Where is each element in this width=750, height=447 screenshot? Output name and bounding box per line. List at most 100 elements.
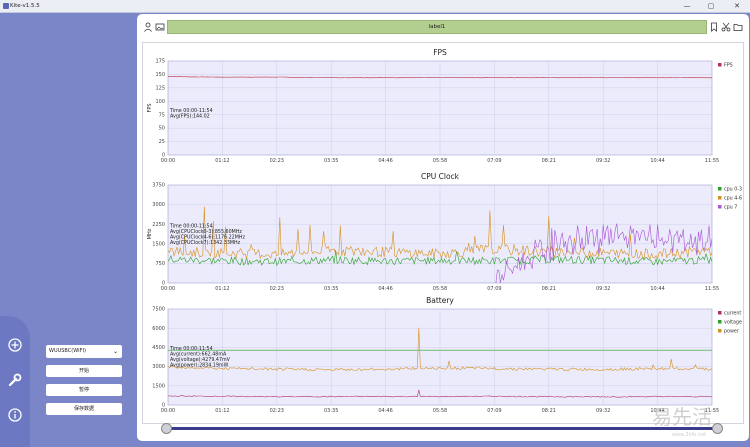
start-button[interactable]: 开始 (46, 365, 122, 377)
time-range-slider[interactable] (165, 427, 719, 430)
y-tick-label: 150 (155, 72, 165, 78)
x-tick-label: 07:09 (487, 286, 501, 292)
x-tick-label: 03:35 (324, 286, 338, 292)
image-icon[interactable] (155, 22, 165, 32)
window-title: Kite-v1.5.5 (10, 3, 40, 9)
series-line-cpu-4-6 (167, 206, 713, 260)
watermark: 易先活 www.3kfe.net (652, 402, 746, 444)
y-axis-label: FPS (147, 103, 153, 112)
x-tick-label: 02:23 (270, 286, 284, 292)
x-tick-label: 08:21 (542, 408, 556, 414)
x-tick-label: 05:58 (433, 286, 447, 292)
y-tick-label: 125 (155, 85, 165, 91)
scissors-icon[interactable] (721, 22, 731, 32)
y-tick-label: 2250 (152, 222, 165, 228)
legend-label: cpu 4-6 (724, 195, 742, 201)
series-line-power (167, 327, 713, 372)
save-data-button[interactable]: 保存数据 (46, 403, 122, 415)
chart-title: Battery (426, 296, 454, 305)
x-tick-label: 07:09 (487, 408, 501, 414)
legend-swatch (718, 63, 722, 67)
series-line-FPS (168, 76, 713, 79)
x-tick-label: 11:55 (705, 158, 719, 164)
x-tick-label: 08:21 (542, 286, 556, 292)
legend-label: voltage (724, 319, 742, 325)
x-tick-label: 02:23 (270, 158, 284, 164)
x-tick-label: 10:44 (650, 158, 664, 164)
charts-canvas: FPS 0 25 50 75 100 125 150 175 00:00 01:12 02:23 03:… (147, 48, 742, 414)
y-tick-label: 25 (159, 139, 165, 145)
y-tick-label: 1500 (152, 383, 165, 389)
slider-handle-start[interactable] (161, 423, 172, 434)
y-axis-label: MHz (147, 228, 153, 239)
pause-button[interactable]: 暂停 (46, 384, 122, 396)
info-text: Avg(CPUClock7):1342.33MHz (170, 240, 241, 246)
chart-title: CPU Clock (421, 172, 460, 181)
x-tick-label: 00:00 (161, 158, 175, 164)
y-tick-label: 750 (155, 261, 165, 267)
x-tick-label: 08:21 (542, 158, 556, 164)
y-tick-label: 1500 (152, 241, 165, 247)
device-select-value: WUUSBC(WIFI) (49, 348, 86, 354)
y-tick-label: 175 (155, 59, 165, 65)
info-text: Avg(CPUClock0-3):855.60MHz (170, 229, 242, 235)
x-tick-label: 07:09 (487, 158, 501, 164)
legend-swatch (718, 187, 722, 191)
y-tick-label: 100 (155, 99, 165, 105)
series-line-cpu-0-3 (167, 249, 713, 267)
close-button[interactable]: ✕ (734, 2, 740, 10)
info-icon[interactable] (8, 408, 22, 422)
x-tick-label: 01:12 (215, 408, 229, 414)
info-text: Avg(FPS):144.02 (170, 113, 210, 119)
plot-area: FPS 0 25 50 75 100 125 150 175 00:00 01:12 02:23 03:… (142, 42, 744, 424)
y-tick-label: 3750 (152, 183, 165, 189)
legend-swatch (718, 205, 722, 209)
x-tick-label: 00:00 (161, 286, 175, 292)
info-text: Avg(CPUClock4-6):1176.22MHz (170, 234, 245, 240)
legend-swatch (718, 329, 722, 333)
left-nav (0, 316, 30, 447)
bookmark-icon[interactable] (709, 22, 719, 32)
y-tick-label: 6000 (152, 326, 165, 332)
series-line-current (167, 389, 713, 398)
x-tick-label: 10:44 (650, 408, 664, 414)
watermark-sub: www.3kfe.net (672, 432, 707, 438)
slider-handle-end[interactable] (712, 423, 723, 434)
x-tick-label: 05:58 (433, 158, 447, 164)
x-tick-label: 09:32 (596, 158, 610, 164)
legend-label: FPS (724, 62, 733, 68)
maximize-button[interactable]: ▢ (707, 2, 715, 10)
y-tick-label: 4500 (152, 345, 165, 351)
app-icon (3, 3, 9, 9)
label-banner: label1 (167, 20, 707, 34)
user-icon[interactable] (143, 22, 153, 32)
x-tick-label: 04:46 (378, 158, 392, 164)
x-tick-label: 01:12 (215, 158, 229, 164)
info-text: Avg(current):662.48mA (170, 352, 227, 358)
minimize-button[interactable]: — (683, 2, 691, 10)
chevron-down-icon: ⌄ (112, 348, 118, 355)
legend-swatch (718, 196, 722, 200)
y-tick-label: 3000 (152, 202, 165, 208)
x-tick-label: 00:00 (161, 408, 175, 414)
folder-icon[interactable] (733, 22, 743, 32)
y-tick-label: 50 (159, 126, 165, 132)
info-text: Time 00:00-11:54 (169, 108, 213, 114)
y-tick-label: 0 (162, 403, 165, 409)
wrench-icon[interactable] (8, 373, 22, 387)
add-icon[interactable] (8, 338, 22, 352)
info-text: Avg(voltage):4279.47mV (170, 357, 231, 363)
y-tick-label: 75 (159, 112, 165, 118)
info-text: Avg(power):2834.19mW (170, 363, 229, 369)
chart-title: FPS (433, 48, 447, 57)
legend-swatch (718, 320, 722, 324)
x-tick-label: 11:55 (705, 408, 719, 414)
y-tick-label: 0 (162, 153, 165, 159)
device-select[interactable]: WUUSBC(WIFI) ⌄ (46, 345, 122, 358)
main-panel: label1 FPS 0 25 50 75 100 125 150 175 00:00 01:12 0… (137, 14, 749, 441)
legend-swatch (718, 311, 722, 315)
y-tick-label: 3000 (152, 364, 165, 370)
title-bar: Kite-v1.5.5 — ▢ ✕ (0, 0, 750, 13)
y-tick-label: 7500 (152, 307, 165, 313)
x-tick-label: 02:23 (270, 408, 284, 414)
